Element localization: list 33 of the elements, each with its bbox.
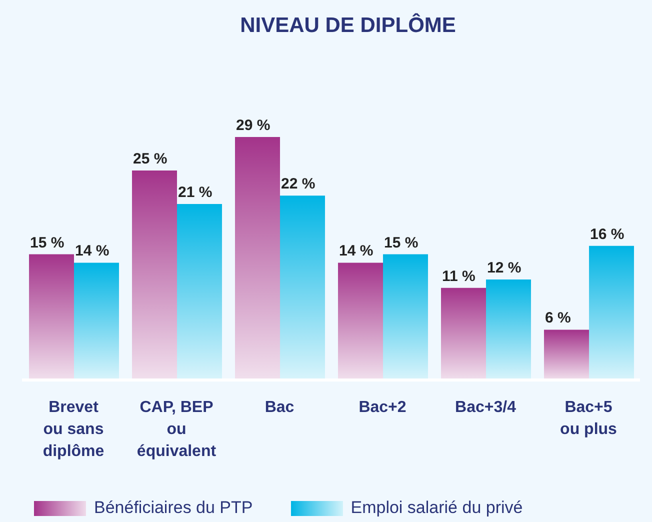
bar (74, 262, 119, 380)
bar (383, 254, 428, 380)
x-tick-label: Bac+2 (358, 399, 406, 416)
bar (544, 330, 589, 380)
x-tick-label: Bac+5 ou plus (560, 399, 618, 438)
data-label: 12 % (487, 259, 522, 276)
data-label: 11 % (442, 268, 476, 285)
bar (177, 204, 222, 380)
chart-title: NIVEAU DE DIPLÔME (239, 12, 457, 39)
bar (235, 137, 280, 380)
x-tick-label: Bac+3/4 (455, 399, 516, 416)
legend-label: Emploi salarié du privé (350, 498, 523, 518)
x-tick-label: Bac (264, 399, 294, 416)
data-label: 22 % (281, 176, 316, 193)
bar (338, 262, 383, 380)
data-label: 16 % (590, 226, 624, 243)
data-label: 14 % (339, 242, 374, 260)
data-label: 14 % (75, 242, 110, 260)
data-label: 29 % (236, 117, 270, 134)
data-label: 25 % (133, 150, 168, 168)
data-label: 21 % (178, 184, 212, 202)
bar (280, 196, 325, 380)
data-label: 6 % (545, 310, 571, 327)
bar (132, 170, 177, 380)
x-tick-label: Brevet ou sans diplôme (42, 399, 104, 460)
bar (29, 254, 74, 380)
data-label: 15 % (384, 234, 418, 252)
bar (486, 279, 531, 380)
bar (589, 246, 634, 380)
bar (441, 288, 486, 380)
data-label: 15 % (30, 234, 64, 252)
legend-label: Bénéficiaires du PTP (94, 498, 253, 518)
x-tick-label: CAP, BEP ou équivalent (136, 399, 217, 460)
